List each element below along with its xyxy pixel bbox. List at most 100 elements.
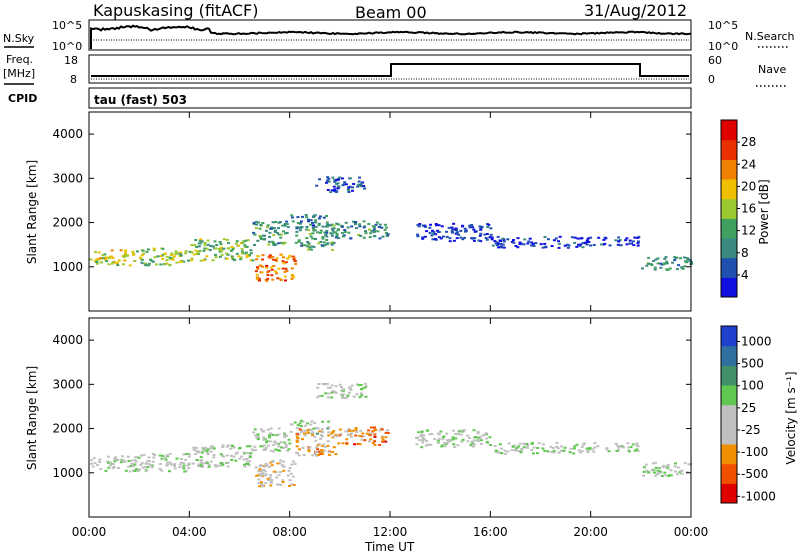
velocity-y-label: Slant Range [km] [25, 366, 39, 470]
power-echo-cell [493, 240, 497, 243]
velocity-echo-cell [245, 445, 249, 448]
power-echo-cell [386, 233, 390, 236]
velocity-echo-cell [384, 431, 388, 434]
power-echo-cell [330, 234, 334, 237]
velocity-echo-cell [473, 439, 477, 442]
power-echo-cell [253, 243, 256, 246]
power-echo-cell [418, 223, 422, 225]
velocity-echo-cell [500, 452, 504, 455]
velocity-echo-cell [206, 448, 210, 451]
velocity-echo-cell [462, 429, 466, 432]
power-echo-cell [321, 225, 325, 228]
power-echo-cell [123, 253, 127, 256]
velocity-echo-cell [197, 464, 201, 467]
power-echo-cell [589, 244, 593, 247]
power-colorbar-segment [721, 218, 737, 239]
power-echo-cell [681, 267, 685, 270]
velocity-echo-cell [481, 434, 485, 437]
velocity-echo-cell [265, 464, 269, 467]
power-echo-cell [668, 267, 672, 270]
power-echo-cell [330, 243, 334, 246]
velocity-echo-cell [530, 449, 534, 452]
velocity-echo-cell [197, 450, 201, 453]
power-echo-cell [226, 253, 230, 256]
power-echo-cell [109, 255, 113, 258]
freq-trace [91, 63, 689, 77]
velocity-echo-cell [311, 432, 315, 434]
velocity-echo-cell [635, 442, 639, 445]
velocity-echo-cell [271, 450, 275, 453]
power-echo-cell [234, 242, 238, 245]
velocity-echo-cell [680, 472, 684, 475]
power-echo-cell [314, 219, 318, 222]
velocity-echo-cell [496, 451, 499, 454]
power-echo-cell [281, 242, 285, 245]
power-echo-cell [325, 235, 329, 238]
velocity-echo-cell [107, 466, 111, 469]
velocity-echo-cell [454, 437, 458, 440]
power-echo-cell [338, 176, 342, 179]
power-echo-cell [351, 186, 355, 189]
power-echoes [89, 176, 694, 282]
velocity-echo-cell [179, 458, 183, 460]
velocity-echo-cell [277, 445, 281, 448]
velocity-echo-cell [194, 453, 198, 456]
velocity-echo-cell [287, 448, 291, 451]
power-echo-cell [147, 262, 151, 265]
power-echo-cell [292, 258, 296, 261]
velocity-echo-cell [338, 383, 342, 386]
power-echo-cell [199, 242, 203, 245]
velocity-echo-cell [264, 446, 268, 449]
power-echo-cell [451, 228, 454, 231]
velocity-echo-cell [451, 438, 455, 441]
velocity-echo-cell [246, 452, 250, 454]
velocity-echo-cell [489, 444, 493, 446]
velocity-echo-cell [151, 453, 155, 455]
power-echo-cell [184, 250, 188, 253]
power-echo-cell [370, 230, 374, 233]
power-echo-cell [214, 247, 217, 250]
power-echo-cell [268, 256, 272, 259]
velocity-echo-cell [415, 443, 419, 446]
power-echo-cell [683, 265, 687, 268]
velocity-echo-cell [140, 462, 144, 465]
power-echo-cell [333, 190, 337, 193]
velocity-echo-cell [322, 443, 326, 446]
velocity-echo-cell [572, 452, 576, 455]
power-colorbar-segment [721, 198, 737, 219]
velocity-colorbar-tick-label: 500 [741, 357, 764, 371]
power-echo-cell [243, 252, 247, 255]
power-echo-cell [272, 234, 276, 237]
velocity-echo-cell [282, 469, 286, 472]
power-echo-cell [305, 226, 309, 228]
power-colorbar-segment [721, 120, 737, 141]
power-echo-cell [346, 188, 350, 191]
velocity-echo-cell [301, 446, 305, 449]
velocity-echo-cell [291, 475, 295, 478]
velocity-echo-cell [360, 435, 364, 438]
velocity-echo-cell [293, 421, 297, 424]
velocity-echo-cell [323, 449, 327, 452]
power-echo-cell [652, 260, 656, 262]
power-echo-cell [211, 259, 215, 262]
velocity-echo-cell [197, 463, 201, 466]
velocity-echo-cell [360, 438, 364, 441]
velocity-echo-cell [226, 465, 230, 468]
velocity-echo-cell [472, 445, 476, 448]
velocity-echo-cell [219, 462, 223, 464]
power-echo-cell [133, 260, 137, 262]
velocity-echo-cell [498, 443, 502, 446]
velocity-colorbar-segment [721, 444, 737, 465]
velocity-echo-cell [295, 427, 299, 429]
power-echo-cell [665, 262, 669, 265]
velocity-echo-cell [433, 438, 437, 440]
velocity-echo-cell [303, 434, 307, 437]
freq-tick-top: 18 [64, 54, 78, 67]
power-echo-cell [347, 186, 351, 189]
velocity-echo-cell [248, 454, 252, 457]
velocity-echo-cell [173, 467, 177, 470]
power-echo-cell [673, 259, 677, 262]
velocity-echo-cell [577, 449, 581, 452]
velocity-echo-cell [354, 428, 358, 431]
